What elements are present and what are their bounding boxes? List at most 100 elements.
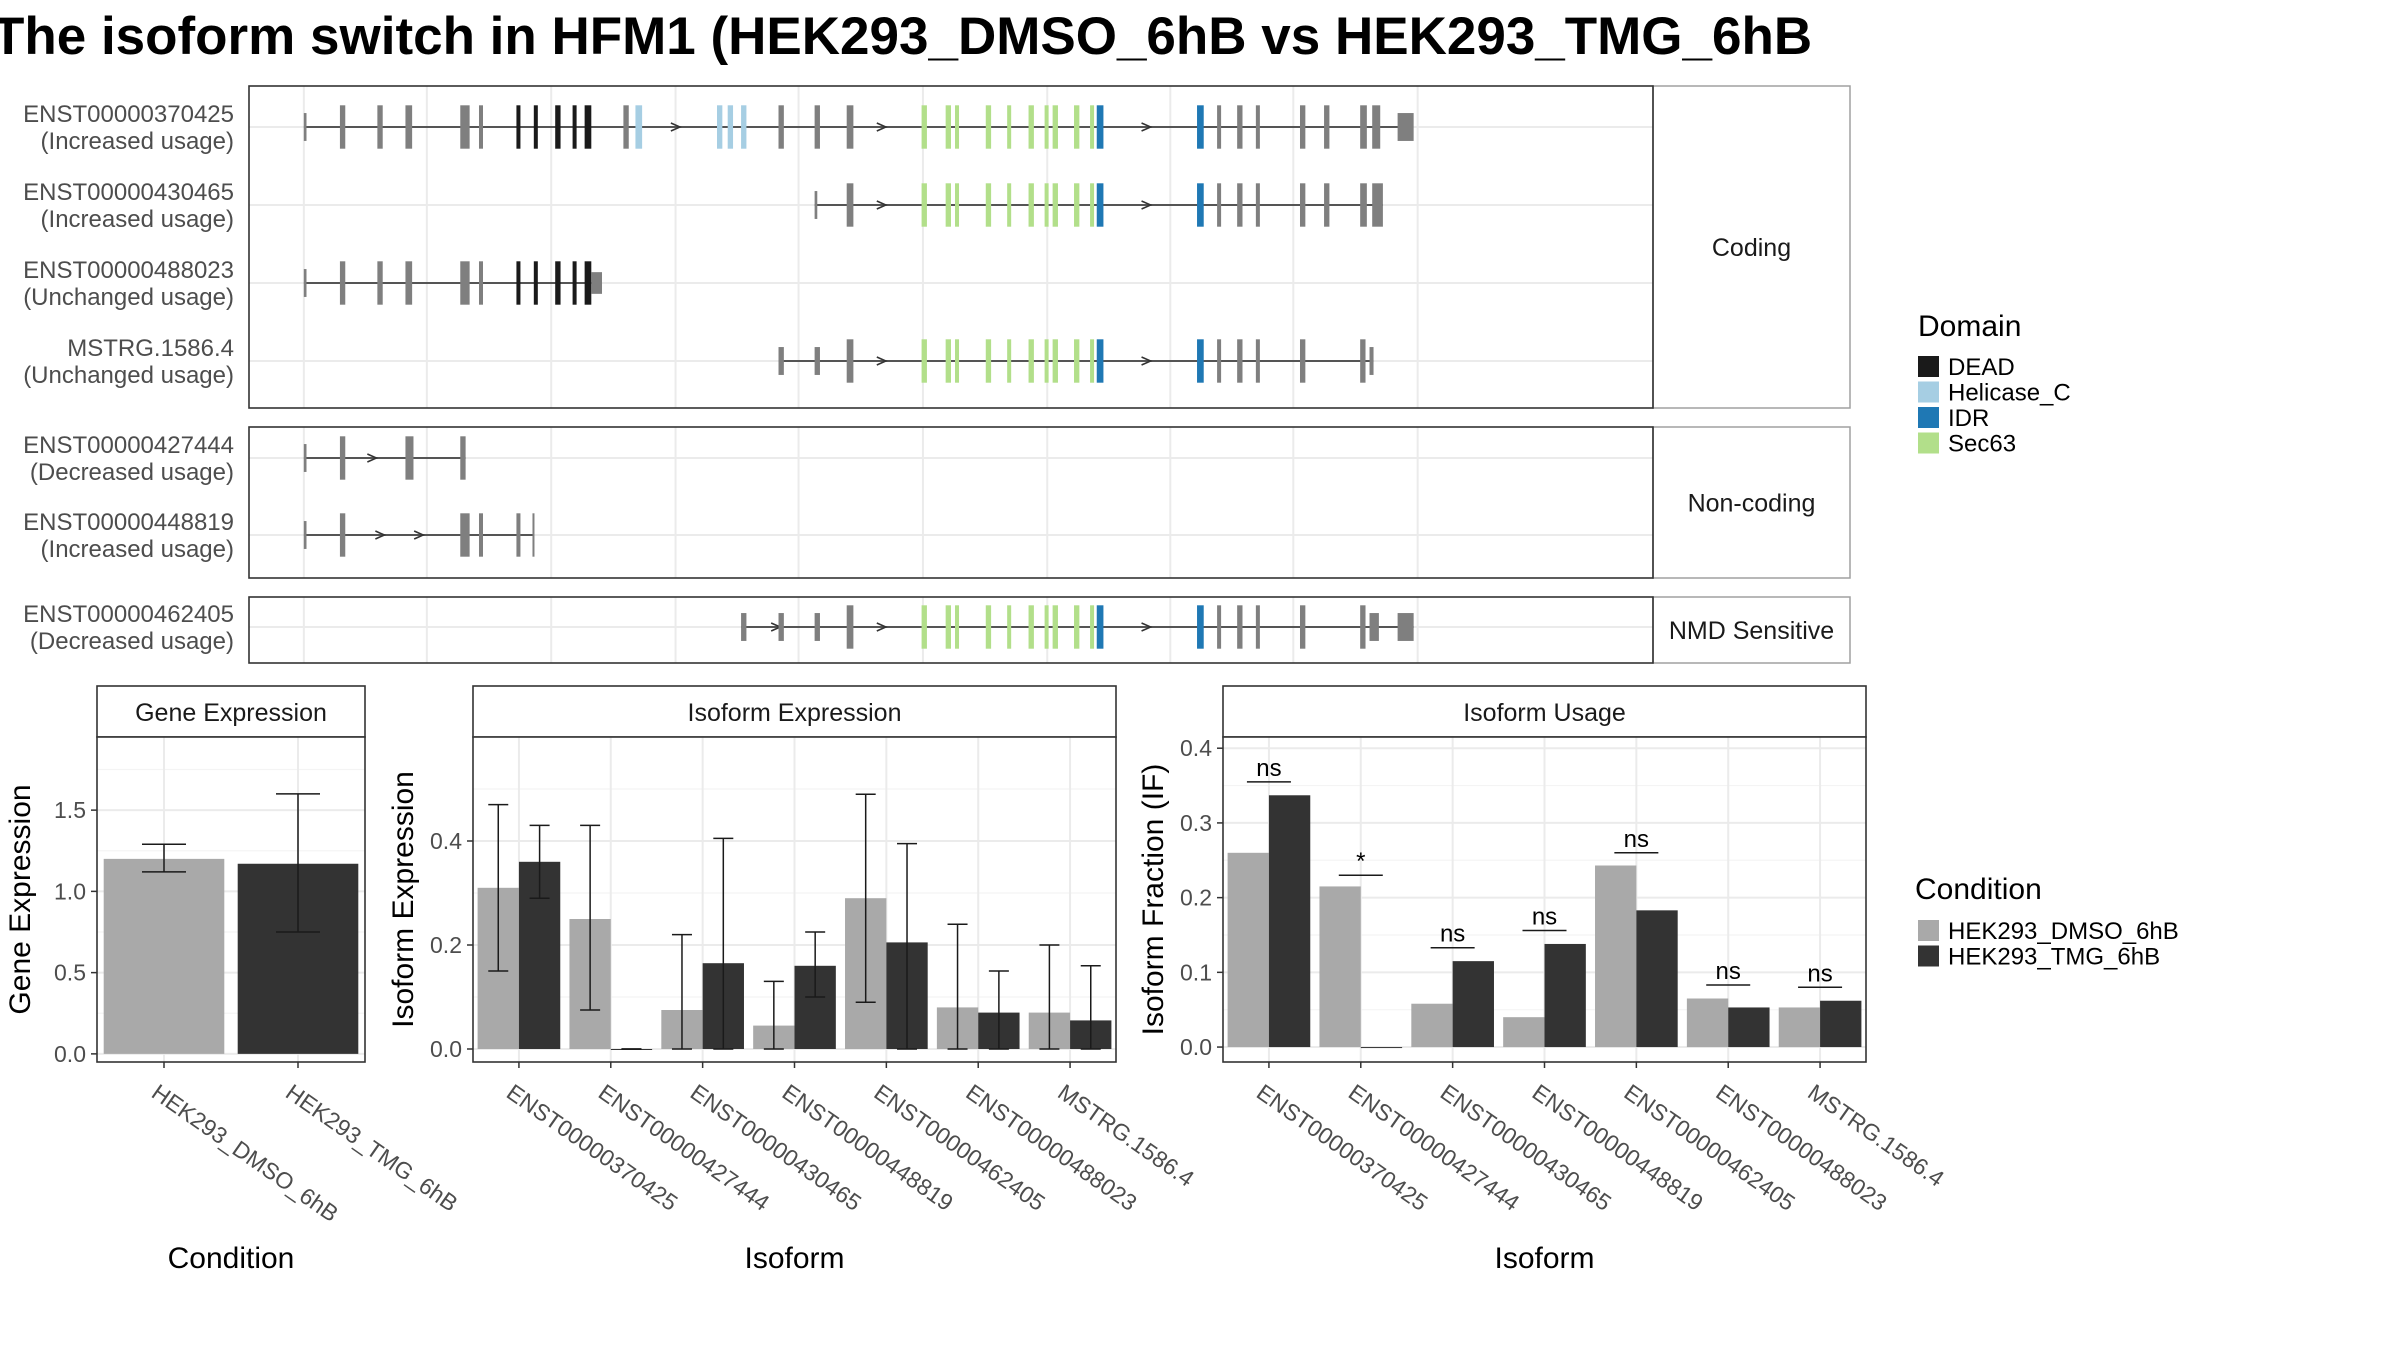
facet-strip <box>1652 596 1851 664</box>
exon <box>778 105 784 149</box>
exon <box>1369 347 1374 375</box>
exon <box>814 105 820 149</box>
exon <box>1372 183 1383 227</box>
x-tick-label: ENST00000427444 <box>594 1079 775 1216</box>
y-tick-label: 0.0 <box>430 1036 462 1062</box>
exon <box>955 605 960 649</box>
exon <box>1237 105 1243 149</box>
strand-arrow <box>876 200 888 210</box>
domain-legend-swatch <box>1918 407 1939 428</box>
usage-status-label: (Increased usage) <box>41 206 234 233</box>
exon <box>405 261 413 305</box>
data-bar <box>1820 1000 1862 1048</box>
exon <box>1096 183 1104 227</box>
exon <box>1299 183 1306 227</box>
strand-arrow <box>1141 200 1153 210</box>
strand-arrow <box>413 530 426 540</box>
exon <box>1090 183 1095 227</box>
facet-strip-label: NMD Sensitive <box>1669 617 1834 645</box>
x-tick-label: ENST00000488023 <box>1711 1079 1891 1216</box>
exon <box>1052 105 1058 149</box>
y-tick-label: 0.0 <box>54 1041 86 1067</box>
exon <box>460 513 470 557</box>
domain-legend-label: IDR <box>1948 405 1989 432</box>
exon <box>1324 183 1330 227</box>
exon <box>1299 339 1306 383</box>
facet-strip-label: Coding <box>1712 234 1791 262</box>
exon <box>1217 605 1222 649</box>
exon <box>1007 183 1012 227</box>
data-bar <box>1319 886 1361 1048</box>
exon <box>1360 105 1367 149</box>
y-tick-label: 0.3 <box>1180 810 1212 836</box>
strand-arrow <box>367 453 379 463</box>
y-tick-label: 0.4 <box>430 828 462 854</box>
x-tick-label: ENST00000488023 <box>961 1079 1141 1216</box>
panel-title: Isoform Usage <box>1463 699 1626 727</box>
transcript-id-label: ENST00000448819 <box>23 509 234 536</box>
x-tick-label: ENST00000370425 <box>502 1079 682 1216</box>
exon <box>377 105 383 149</box>
exon <box>1007 339 1012 383</box>
exon <box>1074 183 1080 227</box>
usage-status-label: (Increased usage) <box>41 536 234 563</box>
exon <box>1007 105 1012 149</box>
exon <box>339 105 346 149</box>
condition-legend-label: HEK293_DMSO_6hB <box>1948 918 2179 945</box>
exon <box>1028 183 1034 227</box>
exon <box>945 183 951 227</box>
domain-legend-label: Sec63 <box>1948 431 2016 458</box>
exon <box>717 105 723 149</box>
exon <box>572 105 577 149</box>
y-axis-title: Isoform Fraction (IF) <box>1137 764 1170 1036</box>
exon <box>1237 605 1243 649</box>
exon <box>516 513 521 557</box>
exon <box>955 105 960 149</box>
exon <box>1044 105 1049 149</box>
significance-label: ns <box>1807 960 1832 987</box>
exon <box>1044 183 1049 227</box>
facet-strip <box>1652 85 1851 409</box>
exon <box>1299 605 1306 649</box>
data-bar <box>1686 998 1729 1048</box>
exon <box>1197 183 1204 227</box>
domain-legend-swatch <box>1918 356 1939 377</box>
data-bar <box>1227 852 1269 1048</box>
condition-legend-label: HEK293_TMG_6hB <box>1948 944 2160 971</box>
exon <box>1096 339 1104 383</box>
exon <box>1255 105 1260 149</box>
exon <box>339 261 346 305</box>
exon <box>1028 105 1034 149</box>
significance-label: * <box>1356 848 1365 875</box>
exon <box>1372 105 1381 149</box>
exon <box>985 339 992 383</box>
exon <box>1028 339 1034 383</box>
exon <box>405 105 413 149</box>
structure-panel-border <box>248 426 1654 579</box>
data-bar <box>103 858 225 1054</box>
exon <box>1255 605 1260 649</box>
transcript-id-label: ENST00000462405 <box>23 601 234 628</box>
strand-arrow <box>670 122 682 132</box>
exon <box>1237 183 1243 227</box>
figure-title: The isoform switch in HFM1 (HEK293_DMSO_… <box>0 7 1812 66</box>
exon <box>846 605 854 649</box>
x-tick-label: ENST00000462405 <box>869 1079 1049 1216</box>
exon <box>623 105 629 149</box>
x-tick-label: ENST00000448819 <box>778 1079 958 1216</box>
exon <box>584 261 592 305</box>
exon <box>741 613 747 641</box>
significance-label: ns <box>1624 826 1649 853</box>
exon <box>727 105 734 149</box>
exon <box>1197 605 1204 649</box>
transcript-id-label: MSTRG.1586.4 <box>67 335 234 362</box>
exon <box>921 183 927 227</box>
exon <box>846 339 854 383</box>
data-bar <box>1411 1003 1453 1048</box>
exon <box>814 191 818 219</box>
x-tick-label: ENST00000427444 <box>1344 1079 1525 1216</box>
condition-legend-swatch <box>1918 945 1939 967</box>
exon <box>1052 339 1058 383</box>
